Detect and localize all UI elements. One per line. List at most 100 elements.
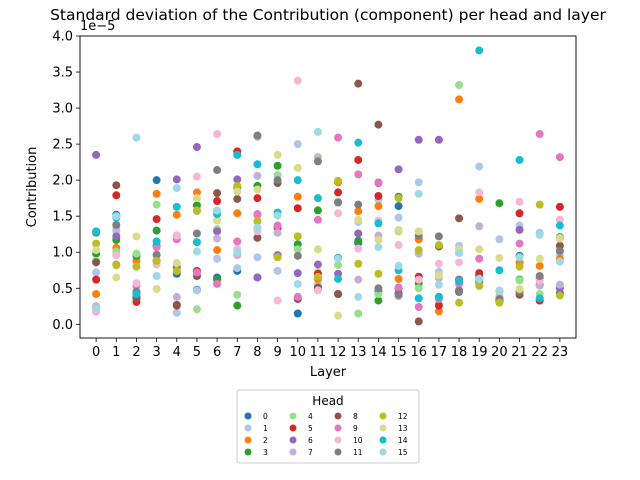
data-point-head-12-layer-23	[556, 291, 564, 299]
data-point-head-15-layer-13	[354, 293, 362, 301]
data-point-head-15-layer-8	[253, 224, 261, 232]
data-point-head-12-layer-13	[354, 260, 362, 268]
data-point-head-13-layer-0	[92, 246, 100, 254]
data-point-head-10-layer-21	[516, 198, 524, 206]
data-point-head-10-layer-19	[475, 188, 483, 196]
data-point-head-12-layer-22	[536, 201, 544, 209]
data-point-head-10-layer-12	[334, 209, 342, 217]
data-point-head-1-layer-10	[294, 140, 302, 148]
chart-title: Standard deviation of the Contribution (…	[50, 6, 606, 24]
data-point-head-11-layer-12	[334, 198, 342, 206]
data-point-head-8-layer-12	[334, 290, 342, 298]
data-point-head-7-layer-13	[354, 276, 362, 284]
data-point-head-9-layer-8	[253, 210, 261, 218]
data-point-head-9-layer-13	[354, 170, 362, 178]
y-tick-label: 2.0	[52, 174, 73, 189]
data-point-head-1-layer-15	[395, 214, 403, 222]
data-point-head-12-layer-20	[495, 299, 503, 307]
data-point-head-3-layer-20	[495, 199, 503, 207]
data-point-head-5-layer-1	[112, 191, 120, 199]
data-point-head-5-layer-14	[374, 192, 382, 200]
data-point-head-1-layer-0	[92, 268, 100, 276]
data-point-head-14-layer-23	[556, 222, 564, 230]
data-point-head-9-layer-10	[294, 293, 302, 301]
data-point-head-6-layer-1	[112, 232, 120, 240]
y-tick-label: 0.5	[52, 282, 73, 297]
data-point-head-0-layer-3	[153, 176, 161, 184]
data-point-head-2-layer-22	[536, 262, 544, 270]
data-point-head-6-layer-0	[92, 151, 100, 159]
legend-label-head-14: 14	[398, 436, 408, 445]
data-point-head-13-layer-11	[314, 245, 322, 253]
data-point-head-10-layer-15	[395, 241, 403, 249]
data-point-head-15-layer-6	[213, 206, 221, 214]
data-point-head-4-layer-3	[153, 201, 161, 209]
legend-marker-head-8	[335, 413, 342, 420]
x-tick-label: 5	[193, 345, 201, 360]
data-point-head-12-layer-14	[374, 270, 382, 278]
data-point-head-2-layer-6	[213, 246, 221, 254]
legend-label-head-9: 9	[353, 424, 358, 433]
legend-title: Head	[312, 394, 343, 408]
data-point-head-15-layer-9	[274, 211, 282, 219]
legend-label-head-12: 12	[398, 412, 408, 421]
data-point-head-3-layer-9	[274, 162, 282, 170]
data-point-head-10-layer-9	[274, 297, 282, 305]
data-point-head-2-layer-3	[153, 190, 161, 198]
data-point-head-4-layer-5	[193, 305, 201, 313]
data-point-head-10-layer-4	[173, 232, 181, 240]
data-point-head-8-layer-13	[354, 80, 362, 88]
x-tick-label: 4	[173, 345, 181, 360]
data-point-head-12-layer-21	[516, 263, 524, 271]
data-point-head-2-layer-0	[92, 290, 100, 298]
y-tick-label: 0.0	[52, 318, 73, 333]
data-point-head-13-layer-17	[435, 271, 443, 279]
x-tick-label: 15	[390, 345, 407, 360]
y-tick-label: 3.5	[52, 66, 73, 81]
data-point-head-14-layer-0	[92, 227, 100, 235]
x-tick-label: 17	[431, 345, 448, 360]
data-point-head-12-layer-3	[153, 257, 161, 265]
data-point-head-15-layer-23	[556, 258, 564, 266]
data-point-head-6-layer-4	[173, 175, 181, 183]
data-point-head-9-layer-15	[395, 284, 403, 292]
data-point-head-13-layer-22	[536, 255, 544, 263]
data-point-head-15-layer-21	[516, 253, 524, 261]
data-point-head-9-layer-7	[233, 237, 241, 245]
data-point-head-14-layer-8	[253, 160, 261, 168]
data-point-head-11-layer-8	[253, 131, 261, 139]
data-point-head-11-layer-14	[374, 284, 382, 292]
data-point-head-9-layer-5	[193, 268, 201, 276]
data-point-head-8-layer-1	[112, 181, 120, 189]
data-point-head-13-layer-2	[132, 232, 140, 240]
data-point-head-0-layer-10	[294, 309, 302, 317]
data-point-head-11-layer-9	[274, 176, 282, 184]
data-point-head-8-layer-18	[455, 214, 463, 222]
data-point-head-6-layer-5	[193, 143, 201, 151]
data-point-head-10-layer-18	[455, 258, 463, 266]
data-point-head-15-layer-14	[374, 243, 382, 251]
data-point-head-13-layer-7	[233, 188, 241, 196]
data-point-head-4-layer-21	[516, 276, 524, 284]
data-point-head-9-layer-6	[213, 280, 221, 288]
data-point-head-15-layer-17	[435, 281, 443, 289]
data-point-head-15-layer-2	[132, 134, 140, 142]
legend-marker-head-15	[380, 449, 387, 456]
data-point-head-11-layer-22	[536, 272, 544, 280]
data-point-head-1-layer-6	[213, 255, 221, 263]
data-point-head-13-layer-14	[374, 236, 382, 244]
data-point-head-6-layer-21	[516, 226, 524, 234]
data-point-head-5-layer-3	[153, 215, 161, 223]
data-point-head-11-layer-15	[395, 291, 403, 299]
data-point-head-15-layer-4	[173, 184, 181, 192]
data-point-head-13-layer-10	[294, 164, 302, 172]
data-point-head-8-layer-4	[173, 301, 181, 309]
legend-label-head-7: 7	[308, 448, 313, 457]
x-tick-label: 6	[213, 345, 221, 360]
data-point-head-4-layer-18	[455, 81, 463, 89]
x-tick-label: 23	[552, 345, 569, 360]
legend-marker-head-11	[335, 449, 342, 456]
data-point-head-1-layer-16	[415, 178, 423, 186]
y-tick-label: 1.5	[52, 210, 73, 225]
legend-label-head-13: 13	[398, 424, 408, 433]
